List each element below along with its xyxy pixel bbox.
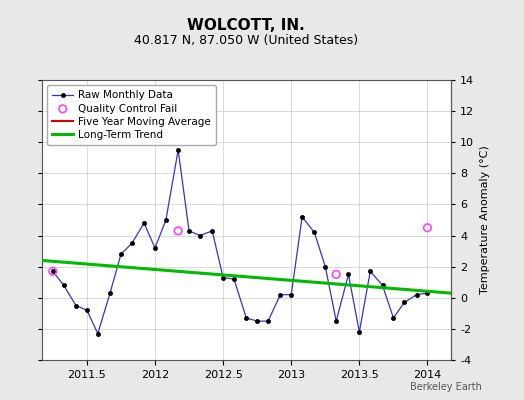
Raw Monthly Data	[107, 291, 113, 296]
Raw Monthly Data	[413, 292, 420, 297]
Quality Control Fail	[332, 271, 341, 278]
Raw Monthly Data	[141, 221, 147, 226]
Quality Control Fail	[49, 268, 57, 274]
Raw Monthly Data	[379, 283, 386, 288]
Raw Monthly Data	[390, 316, 397, 320]
Quality Control Fail	[174, 228, 182, 234]
Raw Monthly Data	[220, 275, 226, 280]
Text: WOLCOTT, IN.: WOLCOTT, IN.	[188, 18, 305, 33]
Raw Monthly Data	[50, 269, 56, 274]
Quality Control Fail	[423, 224, 432, 231]
Raw Monthly Data	[163, 218, 169, 222]
Text: Berkeley Earth: Berkeley Earth	[410, 382, 482, 392]
Raw Monthly Data	[299, 214, 305, 219]
Raw Monthly Data	[356, 330, 363, 334]
Raw Monthly Data	[288, 292, 294, 297]
Raw Monthly Data	[367, 269, 374, 274]
Raw Monthly Data	[84, 308, 90, 313]
Raw Monthly Data	[129, 241, 135, 246]
Raw Monthly Data	[175, 148, 181, 152]
Raw Monthly Data	[95, 331, 101, 336]
Raw Monthly Data	[333, 319, 340, 324]
Raw Monthly Data	[73, 303, 79, 308]
Raw Monthly Data	[277, 292, 283, 297]
Y-axis label: Temperature Anomaly (°C): Temperature Anomaly (°C)	[480, 146, 490, 294]
Text: 40.817 N, 87.050 W (United States): 40.817 N, 87.050 W (United States)	[134, 34, 358, 47]
Raw Monthly Data	[118, 252, 124, 257]
Raw Monthly Data	[401, 300, 408, 305]
Raw Monthly Data	[265, 319, 271, 324]
Raw Monthly Data	[186, 228, 192, 233]
Raw Monthly Data	[243, 316, 249, 320]
Raw Monthly Data	[345, 272, 352, 277]
Raw Monthly Data	[231, 277, 237, 282]
Raw Monthly Data	[254, 319, 260, 324]
Raw Monthly Data	[322, 264, 329, 269]
Legend: Raw Monthly Data, Quality Control Fail, Five Year Moving Average, Long-Term Tren: Raw Monthly Data, Quality Control Fail, …	[47, 85, 216, 145]
Raw Monthly Data	[61, 283, 67, 288]
Raw Monthly Data	[152, 246, 158, 250]
Line: Raw Monthly Data: Raw Monthly Data	[51, 148, 430, 336]
Raw Monthly Data	[209, 228, 215, 233]
Raw Monthly Data	[311, 230, 318, 235]
Raw Monthly Data	[424, 291, 431, 296]
Raw Monthly Data	[197, 233, 203, 238]
